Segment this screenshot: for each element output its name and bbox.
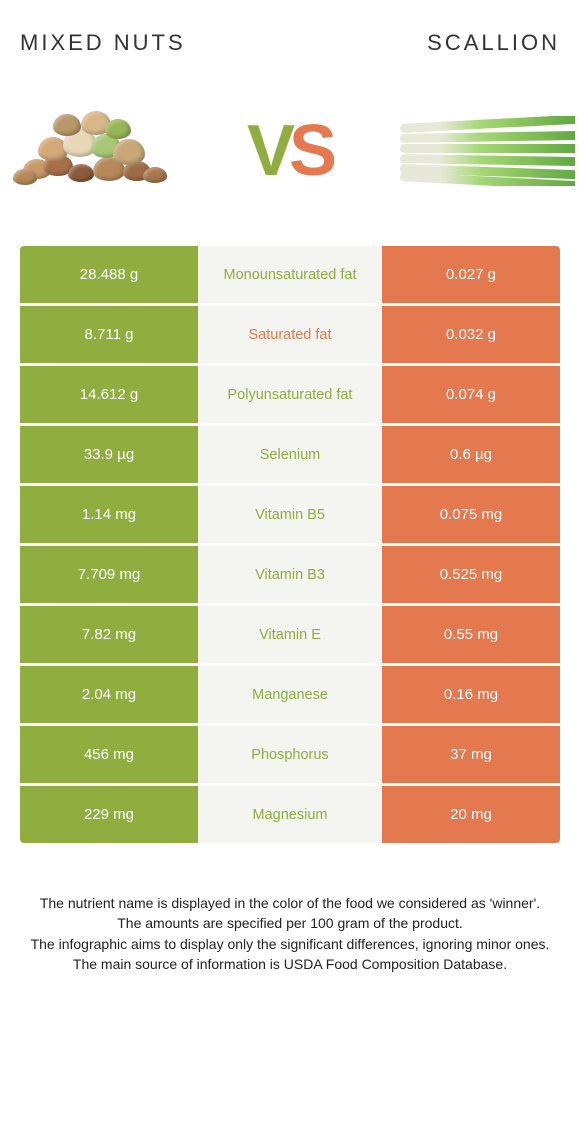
- food-a-value: 229 mg: [20, 786, 198, 843]
- food-a-value: 7.709 mg: [20, 546, 198, 603]
- food-a-value: 8.711 g: [20, 306, 198, 363]
- food-b-value: 0.525 mg: [382, 546, 560, 603]
- mixed-nuts-illustration: [13, 109, 173, 194]
- vs-label: VS: [247, 110, 333, 192]
- hero-row: VS: [0, 66, 580, 246]
- food-a-value: 2.04 mg: [20, 666, 198, 723]
- comparison-header: MIXED NUTS SCALLION: [0, 0, 580, 66]
- table-row: 229 mgMagnesium20 mg: [20, 786, 560, 843]
- food-b-value: 0.032 g: [382, 306, 560, 363]
- food-a-value: 28.488 g: [20, 246, 198, 303]
- table-row: 14.612 gPolyunsaturated fat0.074 g: [20, 366, 560, 423]
- food-b-value: 0.074 g: [382, 366, 560, 423]
- nutrient-label: Vitamin E: [198, 606, 382, 663]
- nutrient-label: Magnesium: [198, 786, 382, 843]
- food-b-value: 0.55 mg: [382, 606, 560, 663]
- food-a-value: 1.14 mg: [20, 486, 198, 543]
- table-row: 456 mgPhosphorus37 mg: [20, 726, 560, 783]
- food-b-value: 20 mg: [382, 786, 560, 843]
- footer-line: The amounts are specified per 100 gram o…: [10, 913, 570, 933]
- nutrient-label: Manganese: [198, 666, 382, 723]
- table-row: 7.709 mgVitamin B30.525 mg: [20, 546, 560, 603]
- food-a-value: 456 mg: [20, 726, 198, 783]
- nutrient-label: Vitamin B5: [198, 486, 382, 543]
- footer-line: The nutrient name is displayed in the co…: [10, 893, 570, 913]
- nutrient-label: Polyunsaturated fat: [198, 366, 382, 423]
- table-row: 8.711 gSaturated fat0.032 g: [20, 306, 560, 363]
- nutrient-label: Phosphorus: [198, 726, 382, 783]
- nutrient-comparison-table: 28.488 gMonounsaturated fat0.027 g8.711 …: [20, 246, 560, 843]
- table-row: 1.14 mgVitamin B50.075 mg: [20, 486, 560, 543]
- nutrient-label: Vitamin B3: [198, 546, 382, 603]
- table-row: 33.9 µgSelenium0.6 µg: [20, 426, 560, 483]
- vs-s: S: [289, 110, 333, 192]
- food-b-value: 0.6 µg: [382, 426, 560, 483]
- food-b-value: 0.027 g: [382, 246, 560, 303]
- food-b-title: SCALLION: [427, 30, 560, 56]
- footer-line: The infographic aims to display only the…: [10, 934, 570, 954]
- food-a-value: 7.82 mg: [20, 606, 198, 663]
- food-a-value: 14.612 g: [20, 366, 198, 423]
- food-a-value: 33.9 µg: [20, 426, 198, 483]
- scallion-illustration: [400, 116, 575, 186]
- food-a-image: [5, 96, 180, 206]
- food-b-value: 0.16 mg: [382, 666, 560, 723]
- table-row: 2.04 mgManganese0.16 mg: [20, 666, 560, 723]
- vs-v: V: [247, 110, 291, 192]
- footer-notes: The nutrient name is displayed in the co…: [0, 843, 580, 974]
- food-b-value: 0.075 mg: [382, 486, 560, 543]
- food-b-value: 37 mg: [382, 726, 560, 783]
- food-b-image: [400, 96, 575, 206]
- footer-line: The main source of information is USDA F…: [10, 954, 570, 974]
- nutrient-label: Selenium: [198, 426, 382, 483]
- table-row: 28.488 gMonounsaturated fat0.027 g: [20, 246, 560, 303]
- food-a-title: MIXED NUTS: [20, 30, 186, 56]
- nutrient-label: Saturated fat: [198, 306, 382, 363]
- table-row: 7.82 mgVitamin E0.55 mg: [20, 606, 560, 663]
- nutrient-label: Monounsaturated fat: [198, 246, 382, 303]
